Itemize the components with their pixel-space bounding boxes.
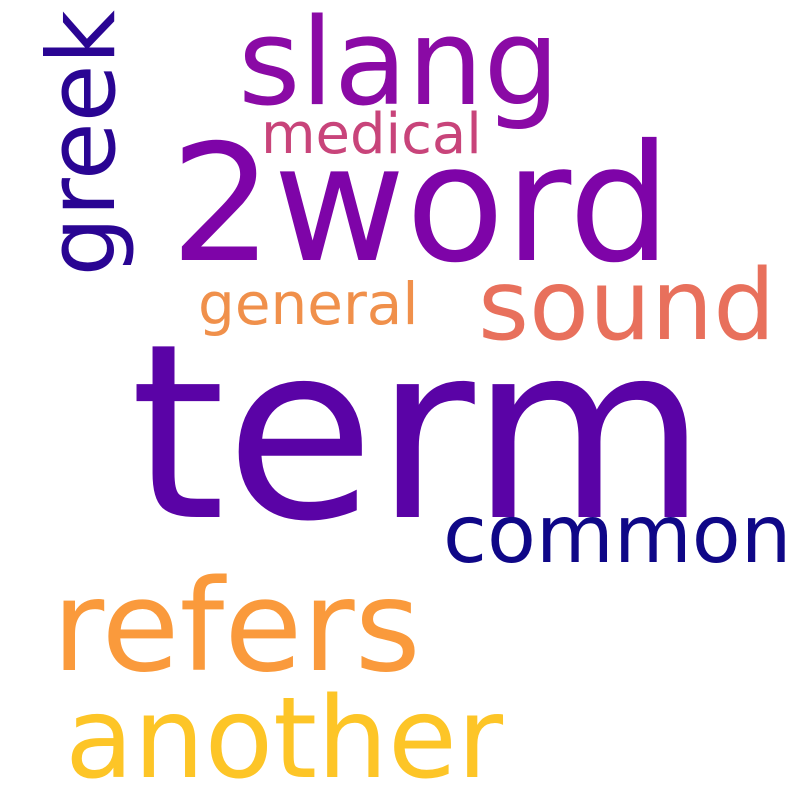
word-medical: medical	[261, 102, 482, 167]
word-refers: refers	[52, 552, 421, 700]
word-greek: greek	[28, 10, 137, 277]
word-term: term	[130, 292, 708, 575]
word-2word: 2word	[170, 111, 672, 299]
word-slang: slang	[238, 0, 560, 133]
word-common: common	[443, 488, 792, 581]
word-sound: sound	[478, 249, 776, 363]
word-another: another	[65, 674, 503, 800]
word-general: general	[198, 270, 419, 338]
